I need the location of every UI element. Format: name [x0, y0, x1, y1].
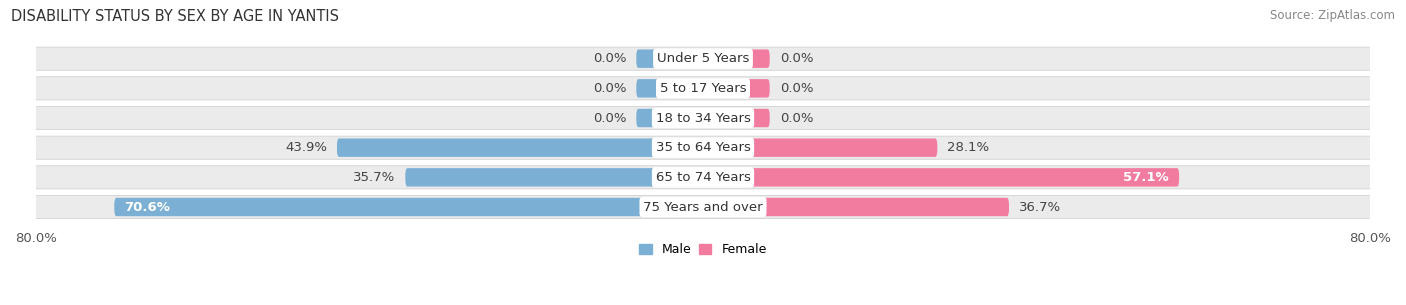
FancyBboxPatch shape: [405, 168, 703, 187]
FancyBboxPatch shape: [32, 136, 1374, 159]
Text: Under 5 Years: Under 5 Years: [657, 52, 749, 65]
Text: 35 to 64 Years: 35 to 64 Years: [655, 141, 751, 154]
FancyBboxPatch shape: [114, 198, 703, 216]
Text: 57.1%: 57.1%: [1123, 171, 1170, 184]
FancyBboxPatch shape: [32, 47, 1374, 70]
Text: 0.0%: 0.0%: [593, 112, 626, 124]
Text: DISABILITY STATUS BY SEX BY AGE IN YANTIS: DISABILITY STATUS BY SEX BY AGE IN YANTI…: [11, 9, 339, 24]
Text: 65 to 74 Years: 65 to 74 Years: [655, 171, 751, 184]
Text: 43.9%: 43.9%: [285, 141, 328, 154]
Text: 70.6%: 70.6%: [124, 200, 170, 214]
Text: 0.0%: 0.0%: [780, 52, 813, 65]
FancyBboxPatch shape: [637, 79, 703, 98]
FancyBboxPatch shape: [32, 166, 1374, 189]
FancyBboxPatch shape: [32, 196, 1374, 219]
FancyBboxPatch shape: [637, 109, 703, 127]
FancyBboxPatch shape: [703, 109, 769, 127]
FancyBboxPatch shape: [703, 168, 1180, 187]
Text: 0.0%: 0.0%: [780, 82, 813, 95]
Text: Source: ZipAtlas.com: Source: ZipAtlas.com: [1270, 9, 1395, 22]
FancyBboxPatch shape: [703, 138, 938, 157]
FancyBboxPatch shape: [32, 106, 1374, 130]
Text: 75 Years and over: 75 Years and over: [643, 200, 763, 214]
FancyBboxPatch shape: [637, 49, 703, 68]
Legend: Male, Female: Male, Female: [634, 238, 772, 261]
FancyBboxPatch shape: [703, 198, 1010, 216]
FancyBboxPatch shape: [703, 79, 769, 98]
Text: 18 to 34 Years: 18 to 34 Years: [655, 112, 751, 124]
Text: 5 to 17 Years: 5 to 17 Years: [659, 82, 747, 95]
FancyBboxPatch shape: [32, 77, 1374, 100]
Text: 0.0%: 0.0%: [593, 52, 626, 65]
Text: 28.1%: 28.1%: [948, 141, 990, 154]
FancyBboxPatch shape: [703, 49, 769, 68]
Text: 0.0%: 0.0%: [780, 112, 813, 124]
Text: 35.7%: 35.7%: [353, 171, 395, 184]
Text: 0.0%: 0.0%: [593, 82, 626, 95]
Text: 36.7%: 36.7%: [1019, 200, 1062, 214]
FancyBboxPatch shape: [337, 138, 703, 157]
